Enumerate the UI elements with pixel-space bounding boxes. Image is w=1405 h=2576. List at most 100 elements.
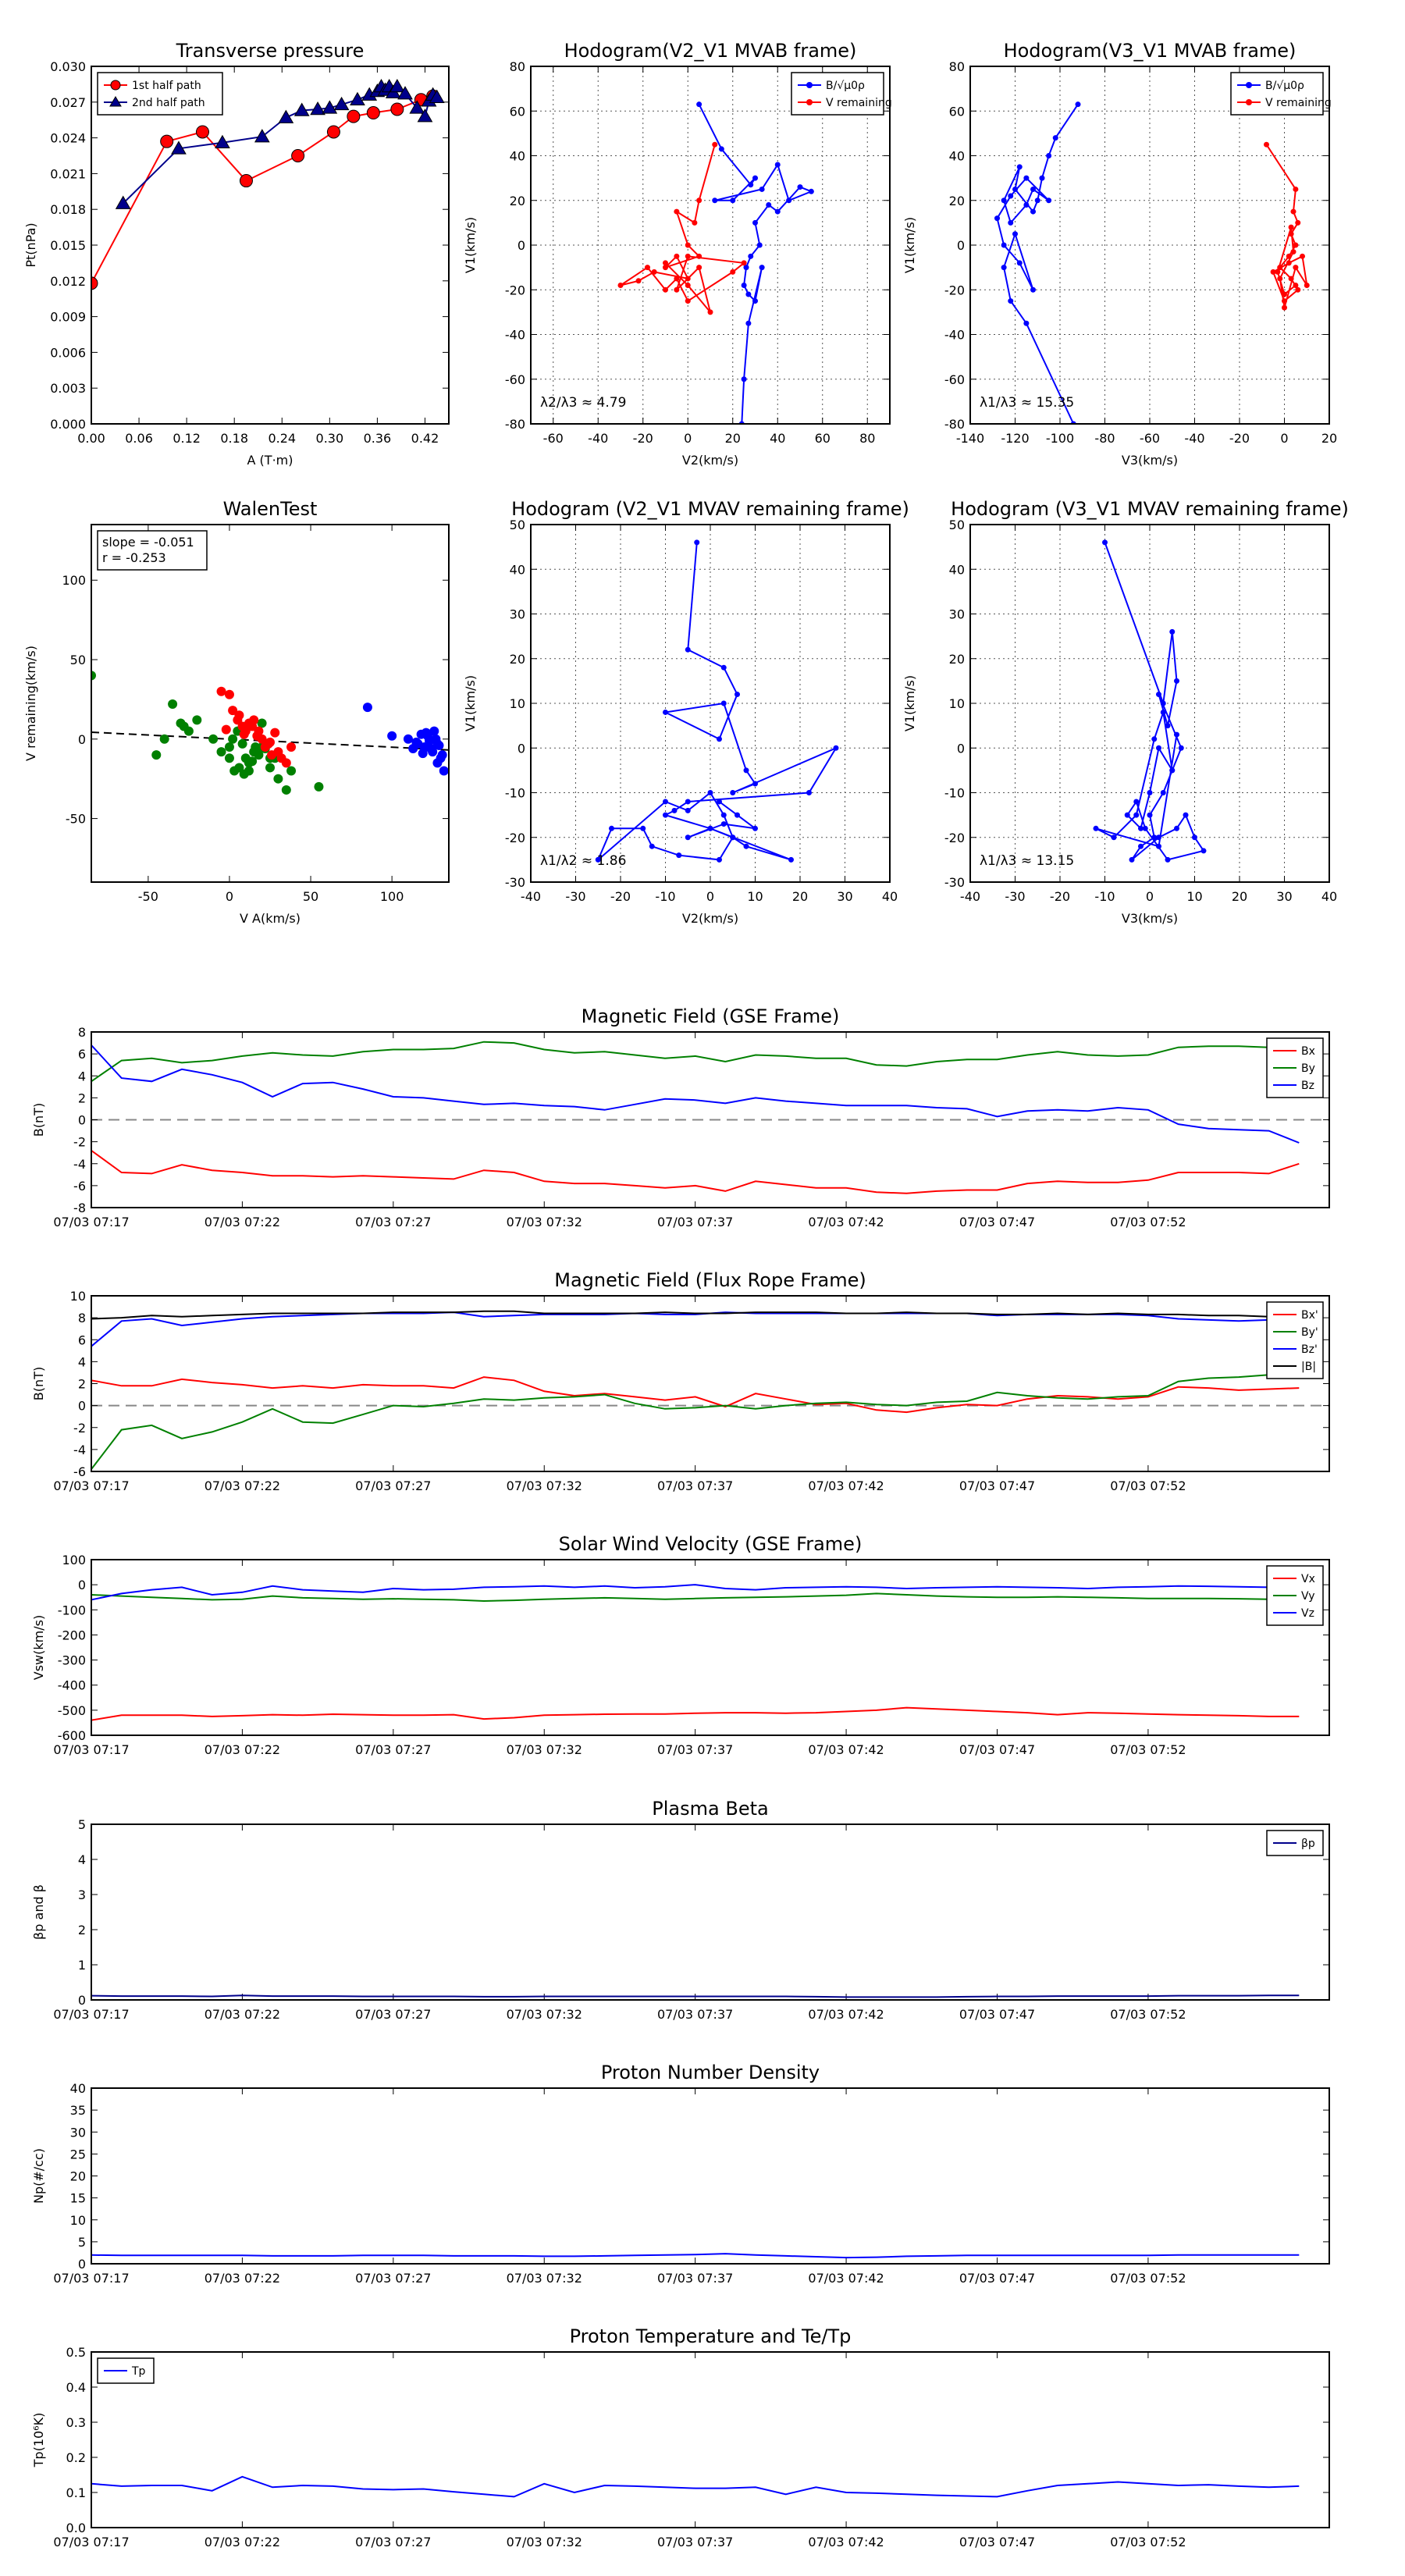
- data-point: [720, 812, 727, 818]
- data-point: [1001, 197, 1007, 204]
- x-tick-label: 07/03 07:42: [808, 2007, 884, 2022]
- data-point: [743, 265, 749, 271]
- data-point: [195, 125, 209, 139]
- y-tick-label: 40: [510, 149, 525, 164]
- series-line-0: [597, 542, 838, 861]
- data-point: [115, 195, 131, 209]
- data-point: [267, 750, 277, 760]
- x-tick-label: 07/03 07:47: [959, 2535, 1035, 2549]
- data-layer: [91, 1584, 1300, 1721]
- x-tick-label: 0.12: [173, 431, 201, 446]
- y-tick-label: 4: [78, 1852, 86, 1867]
- x-axis-label: V3(km/s): [1122, 453, 1178, 468]
- legend-label: Vz: [1301, 1607, 1314, 1620]
- chart-title: Hodogram(V3_V1 MVAB frame): [1004, 40, 1297, 62]
- y-tick-label: -600: [58, 1728, 86, 1743]
- data-point: [717, 856, 722, 863]
- x-tick-label: 07/03 07:32: [507, 2271, 582, 2286]
- plot-frame: [91, 1559, 1330, 1736]
- data-layer: [1093, 539, 1207, 863]
- y-tick-label: 100: [62, 1553, 86, 1567]
- data-point: [717, 736, 722, 742]
- data-point: [426, 744, 436, 754]
- data-point: [1293, 186, 1299, 192]
- data-point: [649, 843, 655, 849]
- chart-np: Proton Number Density 0 5 10 15 20 25 30 35 40 07/…: [31, 2062, 1330, 2286]
- y-tick-label: 80: [949, 59, 965, 74]
- series-line-tp: [91, 2475, 1300, 2498]
- data-point: [1288, 231, 1294, 237]
- data-point: [1165, 856, 1171, 863]
- y-tick-label: 0.3: [66, 2415, 86, 2430]
- series-line-v-remaining: [1265, 144, 1308, 308]
- data-point: [1264, 141, 1269, 148]
- legend-marker: [110, 80, 121, 91]
- series-line-b-0-: [996, 104, 1079, 424]
- x-tick-label: 0: [706, 889, 714, 904]
- y-tick-label: -80: [505, 417, 525, 432]
- data-point: [237, 738, 247, 749]
- y-tick-label: 3: [78, 1888, 86, 1902]
- y-tick-label: 30: [70, 2125, 86, 2140]
- x-tick-label: 20: [1321, 431, 1337, 446]
- data-point: [1293, 265, 1299, 271]
- y-tick-label: 0.021: [50, 166, 86, 181]
- x-tick-label: 07/03 07:32: [507, 2007, 582, 2022]
- data-point: [244, 766, 254, 776]
- data-point: [1160, 790, 1166, 795]
- data-point: [748, 253, 754, 259]
- data-point: [674, 286, 680, 293]
- data-point: [224, 753, 234, 763]
- data-layer: [617, 101, 814, 424]
- data-point: [151, 750, 162, 760]
- data-point: [730, 834, 736, 841]
- x-tick-label: 07/03 07:27: [355, 1215, 431, 1229]
- data-point: [224, 742, 234, 752]
- x-tick-label: -40: [521, 889, 541, 904]
- data-point: [417, 109, 433, 123]
- x-tick-label: 07/03 07:17: [53, 1215, 129, 1229]
- x-tick-label: 0.36: [364, 431, 392, 446]
- data-point: [179, 721, 189, 731]
- data-point: [1156, 843, 1161, 849]
- chart-title: Magnetic Field (GSE Frame): [582, 1005, 840, 1027]
- data-point: [1295, 286, 1301, 293]
- data-point: [239, 729, 249, 739]
- legend-box: [1230, 72, 1324, 116]
- x-tick-label: -30: [565, 889, 585, 904]
- data-point: [1046, 153, 1052, 158]
- data-point: [595, 856, 601, 863]
- chart-title: Solar Wind Velocity (GSE Frame): [559, 1533, 863, 1555]
- data-point: [1286, 260, 1292, 266]
- data-point: [717, 799, 722, 805]
- y-tick-label: 6: [78, 1047, 86, 1062]
- x-tick-label: -100: [1046, 431, 1074, 446]
- data-point: [1192, 834, 1197, 841]
- data-point: [397, 86, 413, 100]
- y-tick-label: 10: [70, 1289, 86, 1304]
- data-point: [333, 96, 350, 111]
- series-line--b-: [91, 1310, 1300, 1320]
- data-point: [806, 790, 812, 795]
- data-point: [228, 706, 238, 716]
- data-point: [663, 265, 668, 271]
- stats-line: r = -0.253: [102, 550, 166, 565]
- y-tick-label: 2: [78, 1377, 86, 1392]
- data-point: [774, 162, 781, 168]
- data-point: [224, 689, 234, 699]
- data-point: [216, 686, 226, 696]
- data-point: [685, 283, 691, 289]
- x-tick-label: 07/03 07:37: [657, 1478, 733, 1493]
- data-point: [685, 807, 691, 813]
- y-tick-label: 40: [949, 562, 965, 577]
- data-point: [1093, 825, 1099, 831]
- data-point: [171, 141, 187, 155]
- x-tick-label: -10: [1094, 889, 1115, 904]
- y-tick-label: 0.030: [50, 59, 86, 74]
- x-tick-label: 40: [770, 431, 785, 446]
- data-point: [1052, 135, 1058, 141]
- y-tick-label: 0.015: [50, 238, 86, 253]
- plot-frame: [91, 2087, 1330, 2265]
- chart-title: Transverse pressure: [176, 40, 365, 62]
- data-point: [696, 101, 702, 108]
